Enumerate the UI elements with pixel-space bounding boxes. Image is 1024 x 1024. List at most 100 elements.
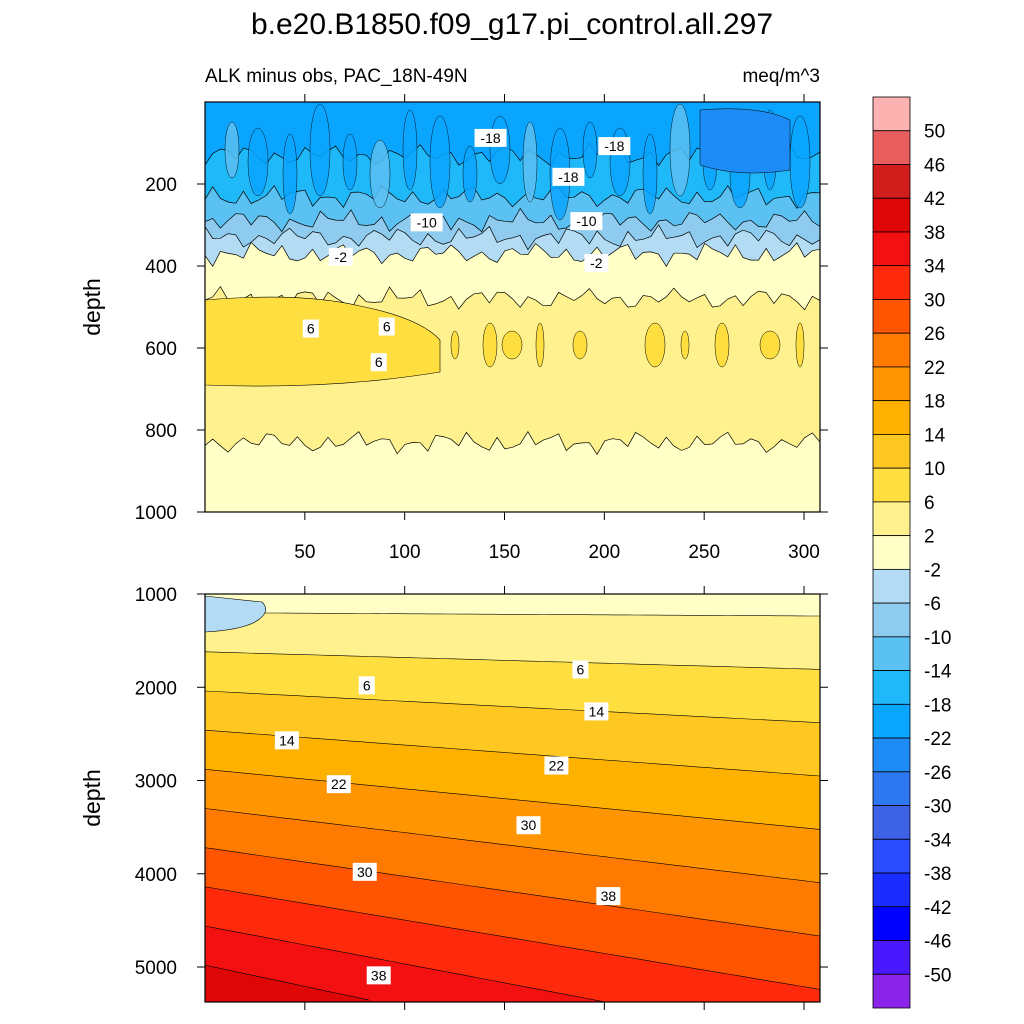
contour-label-box [598,137,631,156]
contour-label-text: 14 [279,732,295,748]
contour-label-box [274,731,299,750]
upper-contour-label: -18 [552,167,585,186]
lower-negative-patch [204,595,266,633]
colorbar-box [872,568,911,604]
contour-label-text: 22 [331,776,347,792]
colorbar-box [872,164,911,199]
upper-band-0 [205,242,820,310]
upper-band-0 [205,431,820,512]
upper-subsurface-blob [759,330,781,360]
contour-label-text: -18 [480,130,500,146]
contour-label-text: -18 [558,169,578,185]
upper-contour-line [204,224,821,251]
contour-label-box [584,702,609,721]
upper-subsurface-blob [572,330,588,360]
contour-label-text: 30 [521,817,537,833]
upper-deep-patch [489,115,511,185]
colorbar-label: -14 [924,662,952,683]
upper-contour-label: -10 [410,213,443,232]
contour-label-text: 6 [576,661,584,677]
upper-deep-patch [224,121,240,179]
contour-label-box [516,816,541,835]
lower-contour-line-30 [204,886,821,990]
contour-label-text: 14 [589,703,605,719]
lower-contour-line-14 [204,729,821,777]
upper-deep-patch [369,139,391,209]
contour-label-box [584,253,609,272]
colorbar-label: 22 [924,358,945,379]
colorbar-label: -30 [924,797,951,818]
upper-strong-patch [699,108,791,174]
upper-contour-label: -2 [328,247,353,266]
upper-subsurface-blob [680,330,690,360]
colorbar-label: -2 [924,560,941,581]
contour-label-box [552,167,585,186]
colorbar-box [872,535,911,570]
lower-contour-label: 14 [584,702,609,721]
upper-contour-line [204,184,821,209]
colorbar-box [872,467,911,503]
lower-contour-label: 14 [274,731,299,750]
colorbar-box [872,501,911,537]
upper-deep-patch [309,103,331,197]
contour-label-box [370,353,387,372]
contour-label-text: 6 [307,321,315,337]
upper-band--8 [205,208,820,250]
lower-contour-label: 6 [358,676,375,695]
colorbar-box [872,197,911,233]
upper-subsurface-blob [450,330,460,360]
contour-label-box [378,317,395,336]
lower-ytick-label: 2000 [135,678,177,699]
upper-band--12 [205,185,820,232]
upper-contour-label: -18 [474,128,507,147]
contour-label-box [302,319,319,338]
lower-ytick-label: 5000 [135,958,177,979]
colorbar-box [872,400,911,435]
upper-ytick-label: 600 [145,339,177,360]
colorbar-box [872,737,911,773]
contour-label-text: -10 [417,214,437,230]
upper-deep-patch [402,109,418,191]
colorbar-box [872,805,911,840]
upper-contour-label: 6 [378,317,395,336]
lower-band-38 [205,965,820,1002]
colorbar-label: 6 [924,493,935,514]
lower-panel: 1000 2000 3000 4000 5000 6 6 14 14 22 22 30 30 38 38 [135,585,828,1010]
upper-contour-label: -10 [570,212,603,231]
upper-panel: 50 100 150 200 250 300 200 400 600 800 1000 -18 -18 -… [135,94,828,563]
upper-band--20 [205,102,820,166]
contour-label-box [352,862,377,881]
colorbar-label: 10 [924,459,945,480]
colorbar-box [872,130,911,165]
colorbar-box [872,940,911,975]
colorbar-label: -6 [924,594,941,615]
upper-deep-patch [582,121,598,179]
upper-contour-label: -18 [598,137,631,156]
lower-contour-label: 22 [544,756,569,775]
colorbar-label: 14 [924,425,946,446]
colorbar-box [872,602,911,638]
lower-contour-label: 30 [352,862,377,881]
contour-label-box [326,775,351,794]
contour-label-text: 38 [601,888,617,904]
lower-band-34 [205,926,820,1002]
colorbar-box [872,636,911,671]
upper-xtick-label: 150 [489,542,521,563]
upper-contour-line [204,431,821,455]
upper-band--4 [205,224,820,267]
colorbar-box [872,670,911,705]
contour-label-box [328,247,353,266]
contour-label-text: 30 [357,864,373,880]
colorbar-label: 2 [924,527,935,548]
upper-xtick-label: 250 [688,542,720,563]
upper-contour-line [204,285,821,311]
upper-deep-patch [247,127,269,197]
upper-contour-line [204,241,821,267]
lower-contour-line-18 [204,769,821,830]
lower-contour-line-22 [204,808,821,883]
colorbar-label: 42 [924,189,945,210]
colorbar-label: -22 [924,729,951,750]
upper-deep-patch [522,121,538,203]
upper-subsurface-blob [795,322,805,368]
colorbar-label: -10 [924,628,951,649]
